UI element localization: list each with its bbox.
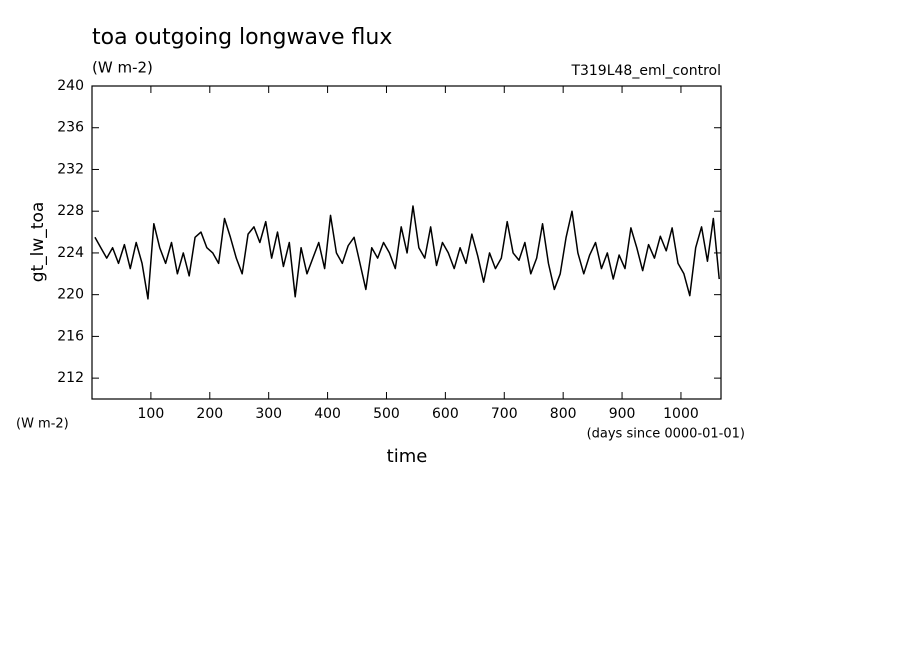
x-tick-label: 900 [609,406,636,422]
data-line [94,205,720,300]
chart-title: toa outgoing longwave flux [92,25,392,50]
y-tick-label: 216 [57,328,84,344]
y-axis-label: gt_lw_toa [28,202,48,283]
x-tick-label: 200 [196,406,223,422]
x-tick-label: 700 [491,406,518,422]
y-tick-label: 220 [57,287,84,303]
y-tick-label: 212 [57,370,84,386]
x-tick-label: 100 [138,406,165,422]
y-tick-label: 232 [57,161,84,177]
x-units: (days since 0000-01-01) [587,427,745,442]
y-units: (W m-2) [16,417,69,432]
x-tick-label: 800 [550,406,577,422]
y-tick-label: 236 [57,120,84,136]
y-tick-label: 228 [57,203,84,219]
chart-subtitle: (W m-2) [92,59,153,77]
x-tick-label: 1000 [663,406,699,422]
x-axis-label: time [387,446,428,467]
run-label: T319L48_eml_control [570,63,721,79]
x-tick-label: 600 [432,406,459,422]
y-tick-label: 224 [57,245,84,261]
plot-frame [91,85,722,400]
x-tick-label: 500 [373,406,400,422]
x-tick-label: 300 [255,406,282,422]
y-tick-label: 240 [57,78,84,94]
x-tick-label: 400 [314,406,341,422]
